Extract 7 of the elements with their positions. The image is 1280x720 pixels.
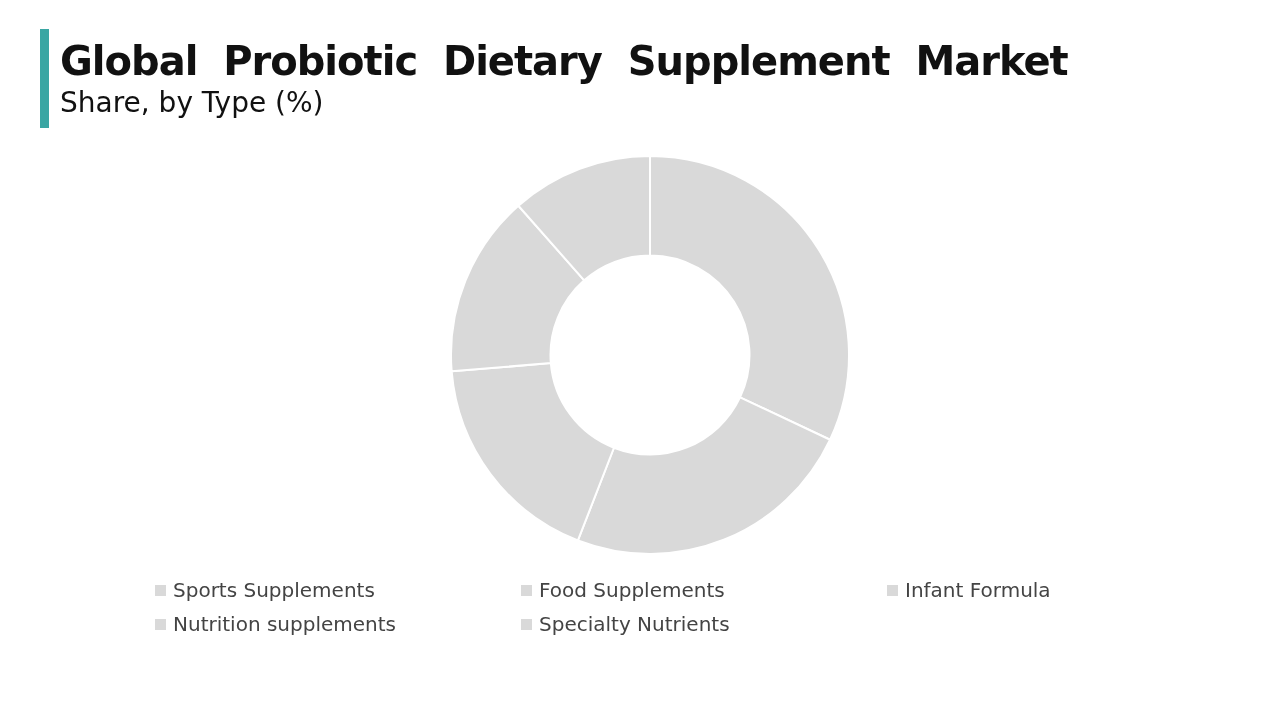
legend-label: Food Supplements bbox=[539, 578, 725, 602]
legend-label: Infant Formula bbox=[905, 578, 1051, 602]
legend-label: Sports Supplements bbox=[173, 578, 375, 602]
legend-label: Nutrition supplements bbox=[173, 612, 396, 636]
chart-title: Global Probiotic Dietary Supplement Market bbox=[60, 38, 1068, 84]
legend-label: Specialty Nutrients bbox=[539, 612, 730, 636]
chart-subtitle: Share, by Type (%) bbox=[60, 86, 324, 119]
